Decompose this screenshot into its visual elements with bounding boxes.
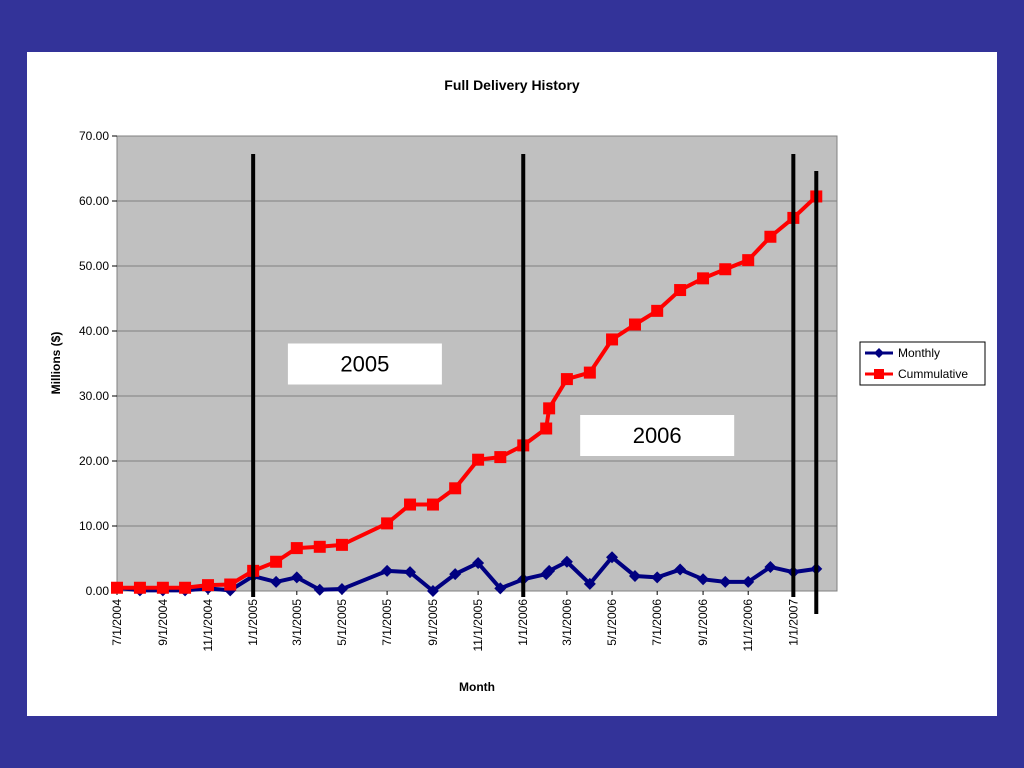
x-axis-title: Month bbox=[459, 680, 495, 694]
x-tick-label: 11/1/2004 bbox=[201, 599, 215, 652]
chart-title: Full Delivery History bbox=[444, 77, 580, 93]
legend-monthly-marker bbox=[874, 348, 884, 358]
data-point-cummulative bbox=[697, 272, 710, 285]
data-point-cummulative bbox=[313, 540, 326, 553]
series-layer bbox=[111, 190, 823, 597]
data-point-cummulative bbox=[674, 284, 687, 297]
annotation-box bbox=[287, 343, 442, 385]
annotation-label: 2005 bbox=[340, 352, 389, 377]
x-tick-label: 7/1/2004 bbox=[110, 599, 124, 646]
plot-area bbox=[116, 135, 838, 592]
data-point-monthly bbox=[270, 575, 283, 588]
data-point-monthly bbox=[426, 585, 439, 597]
data-point-cummulative bbox=[560, 373, 573, 386]
data-point-cummulative bbox=[742, 254, 755, 267]
data-point-cummulative bbox=[472, 453, 485, 466]
slide-panel: Full Delivery History 0.00 10.00 20.00 30.0… bbox=[27, 52, 997, 716]
data-point-monthly bbox=[449, 568, 462, 581]
data-point-monthly bbox=[472, 557, 485, 570]
data-point-monthly bbox=[628, 570, 641, 583]
x-tick-label: 9/1/2005 bbox=[426, 599, 440, 646]
x-tick-label: 11/1/2006 bbox=[741, 599, 755, 652]
data-point-cummulative bbox=[606, 333, 619, 346]
delivery-history-chart: Full Delivery History 0.00 10.00 20.00 30.0… bbox=[49, 77, 986, 694]
y-tick-label: 50.00 bbox=[79, 259, 109, 273]
legend-cumulative-label: Cummulative bbox=[898, 367, 968, 381]
data-point-cummulative bbox=[651, 304, 664, 317]
data-point-cummulative bbox=[583, 366, 596, 379]
data-point-monthly bbox=[742, 575, 755, 588]
x-tick-label: 5/1/2005 bbox=[335, 599, 349, 646]
data-point-cummulative bbox=[426, 498, 439, 511]
x-tick-label: 3/1/2005 bbox=[290, 599, 304, 646]
data-point-monthly bbox=[606, 551, 619, 564]
legend: Monthly Cummulative bbox=[859, 341, 986, 386]
data-point-monthly bbox=[560, 555, 573, 568]
y-axis-ticks: 0.00 10.00 20.00 30.00 40.00 50.00 60.00 70.00 bbox=[79, 129, 117, 598]
y-tick-label: 20.00 bbox=[79, 454, 109, 468]
x-tick-label: 9/1/2004 bbox=[156, 599, 170, 646]
grid-lines bbox=[117, 200, 837, 527]
data-point-monthly bbox=[494, 582, 507, 595]
data-point-monthly bbox=[697, 573, 710, 586]
x-tick-label: 11/1/2005 bbox=[471, 599, 485, 652]
year-annotations: 2005 2006 bbox=[287, 343, 735, 456]
data-point-cummulative bbox=[224, 578, 237, 591]
data-point-cummulative bbox=[133, 581, 146, 594]
data-point-cummulative bbox=[156, 581, 169, 594]
data-point-cummulative bbox=[290, 542, 303, 555]
y-tick-label: 40.00 bbox=[79, 324, 109, 338]
y-tick-label: 60.00 bbox=[79, 194, 109, 208]
data-point-cummulative bbox=[111, 581, 123, 594]
x-tick-label: 1/1/2005 bbox=[246, 599, 260, 646]
legend-cumulative-marker bbox=[874, 369, 884, 379]
y-axis-title: Millions ($) bbox=[49, 332, 63, 395]
year-dividers bbox=[251, 154, 819, 614]
data-point-cummulative bbox=[449, 482, 462, 495]
data-point-monthly bbox=[583, 577, 596, 590]
x-axis-ticks: 7/1/2004 9/1/2004 11/1/2004 1/1/2005 3/1/200… bbox=[110, 591, 800, 652]
data-point-monthly bbox=[764, 560, 777, 573]
x-tick-label: 5/1/2006 bbox=[605, 599, 619, 646]
data-point-monthly bbox=[719, 575, 732, 588]
data-point-cummulative bbox=[404, 498, 417, 511]
data-point-monthly bbox=[543, 564, 556, 577]
x-tick-label: 9/1/2006 bbox=[696, 599, 710, 646]
data-point-cummulative bbox=[764, 230, 777, 243]
data-point-monthly bbox=[290, 571, 303, 584]
y-tick-label: 0.00 bbox=[86, 584, 110, 598]
data-point-cummulative bbox=[540, 422, 553, 435]
data-point-cummulative bbox=[202, 579, 215, 592]
data-point-monthly bbox=[313, 583, 326, 596]
data-point-cummulative bbox=[543, 402, 556, 415]
y-tick-label: 70.00 bbox=[79, 129, 109, 143]
data-point-monthly bbox=[404, 566, 417, 579]
x-tick-label: 7/1/2006 bbox=[650, 599, 664, 646]
y-tick-label: 10.00 bbox=[79, 519, 109, 533]
annotation-label: 2006 bbox=[633, 423, 682, 448]
legend-monthly-label: Monthly bbox=[898, 346, 940, 360]
data-point-cummulative bbox=[494, 451, 507, 464]
data-point-monthly bbox=[651, 571, 664, 584]
data-point-cummulative bbox=[335, 538, 348, 551]
data-point-monthly bbox=[674, 563, 687, 576]
annotation-box bbox=[580, 415, 735, 456]
data-point-cummulative bbox=[719, 263, 732, 276]
x-tick-label: 1/1/2007 bbox=[786, 599, 800, 646]
data-point-monthly bbox=[335, 583, 348, 596]
data-point-cummulative bbox=[628, 318, 641, 331]
legend-box bbox=[859, 341, 986, 386]
y-tick-label: 30.00 bbox=[79, 389, 109, 403]
data-point-cummulative bbox=[270, 555, 283, 568]
x-tick-label: 3/1/2006 bbox=[560, 599, 574, 646]
data-point-cummulative bbox=[179, 581, 192, 594]
x-tick-label: 7/1/2005 bbox=[380, 599, 394, 646]
x-tick-label: 1/1/2006 bbox=[516, 599, 530, 646]
data-point-cummulative bbox=[381, 517, 394, 530]
data-point-monthly bbox=[381, 564, 394, 577]
